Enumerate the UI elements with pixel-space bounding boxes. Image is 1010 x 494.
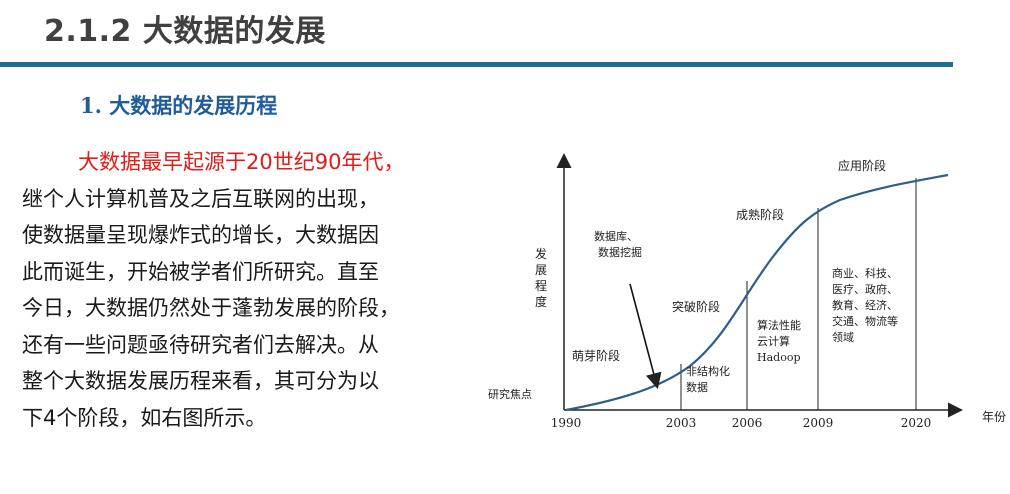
section-number: 1. (80, 93, 102, 118)
stage-label-application: 应用阶段 (838, 158, 886, 173)
body-paragraph: 大数据最早起源于20世纪90年代， 继个人计算机普及之后互联网的出现， 使数据量… (22, 144, 472, 436)
note-database: 数据库、 (594, 229, 638, 243)
pointer-arrow (629, 283, 662, 390)
slide-title: 2.1.2 大数据的发展 (44, 14, 326, 49)
note-database: 数据挖掘 (598, 245, 642, 259)
body-line: 还有一些问题亟待研究者们去解决。从 (22, 332, 379, 357)
x-tick-label: 2020 (901, 416, 932, 430)
x-axis-label: 年份 (982, 410, 1006, 424)
x-tick-label: 2009 (803, 416, 834, 430)
note-unstructured: 非结构化 (686, 364, 730, 378)
body-line: 使数据量呈现爆炸式的增长，大数据因 (22, 223, 379, 247)
note-domains: 教育、经济、 (832, 298, 898, 312)
body-line: 大数据最早起源于20世纪90年代， (78, 150, 405, 174)
section-heading-text: 大数据的发展历程 (109, 94, 278, 118)
note-domains: 交通、物流等 (832, 314, 898, 328)
note-cloud: Hadoop (757, 351, 800, 364)
note-domains: 商业、科技、 (832, 266, 898, 280)
body-line: 此而诞生，开始被学者们所研究。直至 (22, 259, 379, 284)
body-line: 下4个阶段，如右图所示。 (22, 405, 267, 430)
title-underline (0, 62, 953, 67)
body-line: 整个大数据发展历程来看，其可分为以 (22, 369, 379, 393)
stage-label-breakthrough: 突破阶段 (672, 299, 720, 314)
body-line: 继个人计算机普及之后互联网的出现， (22, 186, 379, 211)
development-stage-chart: 发 展 程 度 年份 研究焦点 1990 2003 2006 2009 2020… (480, 148, 1010, 448)
y-axis-label-char: 展 (535, 263, 547, 277)
body-line: 今日，大数据仍然处于蓬勃发展的阶段， (22, 296, 400, 320)
y-axis-label-char: 度 (535, 294, 547, 309)
chart-svg: 发 展 程 度 年份 研究焦点 1990 2003 2006 2009 2020… (488, 153, 1006, 430)
x-tick-label: 1990 (551, 416, 582, 430)
stage-label-mature: 成熟阶段 (736, 207, 784, 222)
note-cloud: 算法性能 (757, 318, 801, 332)
note-unstructured: 数据 (686, 380, 708, 394)
note-cloud: 云计算 (757, 334, 790, 348)
y-axis-label-char: 程 (535, 278, 547, 293)
origin-label: 研究焦点 (488, 387, 532, 401)
section-heading: 1. 大数据的发展历程 (80, 90, 277, 120)
note-domains: 医疗、政府、 (832, 282, 898, 296)
note-domains: 领域 (832, 331, 854, 344)
y-axis-label-char: 发 (535, 246, 547, 261)
stage-label-sprout: 萌芽阶段 (572, 348, 620, 363)
x-tick-label: 2003 (666, 416, 697, 430)
x-tick-label: 2006 (732, 416, 763, 430)
